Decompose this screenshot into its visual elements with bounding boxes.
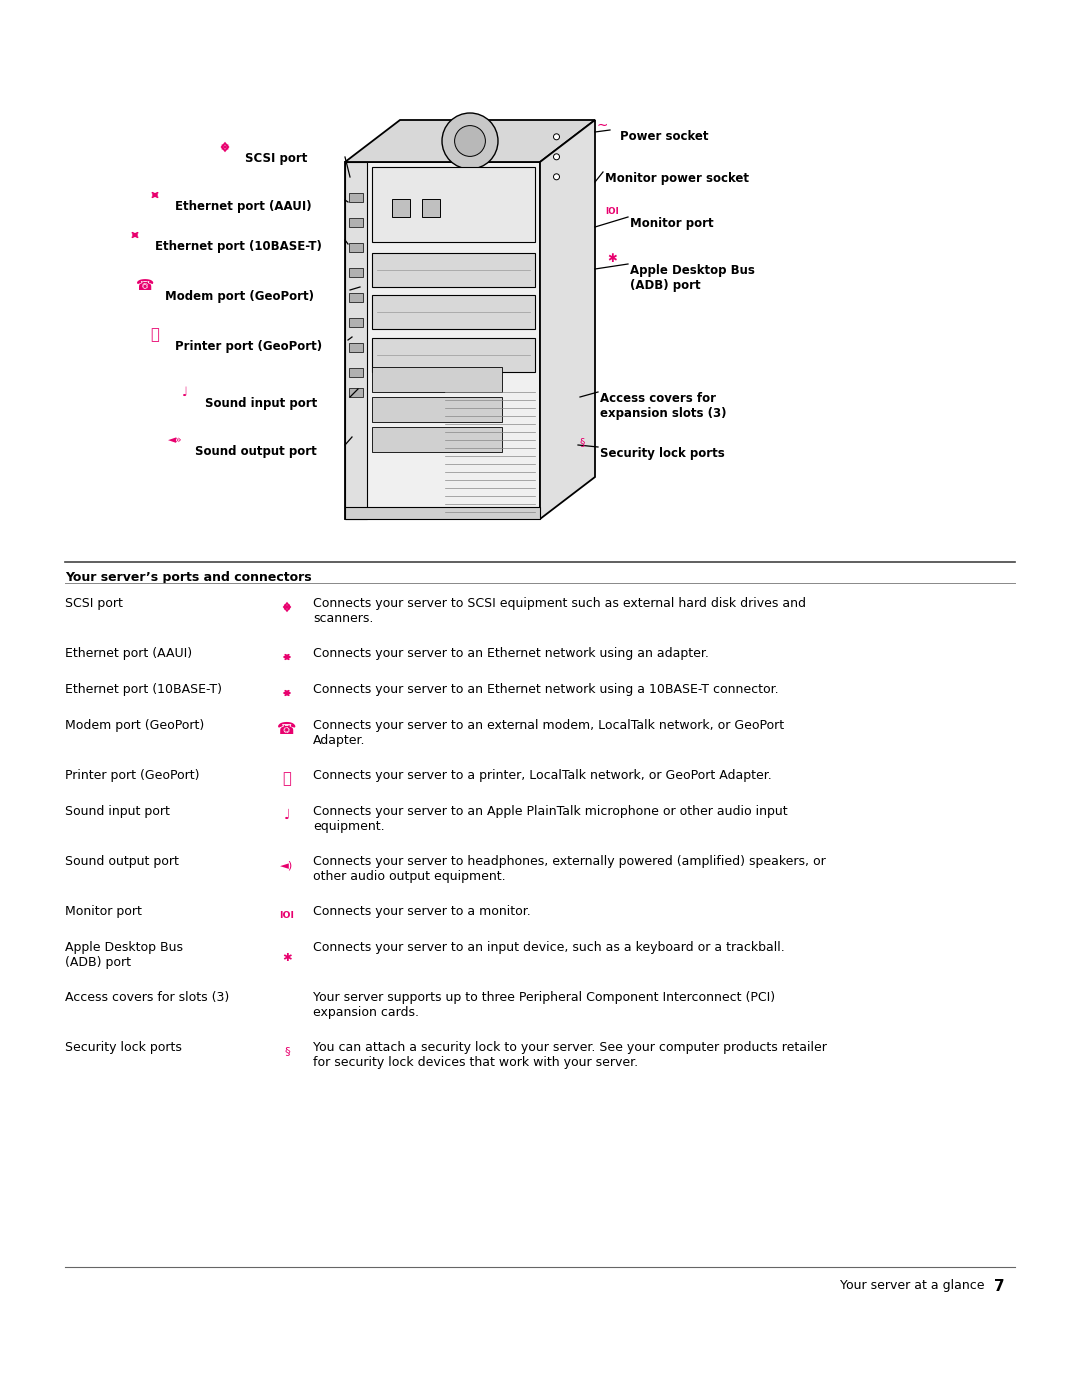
- Bar: [372, 168, 535, 242]
- Text: Apple Desktop Bus
(ADB) port: Apple Desktop Bus (ADB) port: [65, 942, 183, 970]
- Text: Connects your server to a monitor.: Connects your server to a monitor.: [313, 905, 530, 918]
- Bar: [349, 193, 363, 203]
- Text: Apple Desktop Bus
(ADB) port: Apple Desktop Bus (ADB) port: [630, 264, 755, 292]
- Text: Connects your server to an input device, such as a keyboard or a trackball.: Connects your server to an input device,…: [313, 942, 785, 954]
- Bar: [349, 319, 363, 327]
- Text: IOI: IOI: [605, 208, 619, 217]
- Text: ◄): ◄): [281, 861, 294, 870]
- Circle shape: [554, 154, 559, 159]
- Text: ⎙: ⎙: [283, 771, 292, 787]
- Text: §: §: [284, 1046, 289, 1056]
- Text: 7: 7: [995, 1280, 1005, 1294]
- Bar: [349, 268, 363, 277]
- Text: ∼: ∼: [596, 117, 608, 131]
- Text: Monitor port: Monitor port: [65, 905, 141, 918]
- Text: ♩: ♩: [284, 807, 291, 821]
- Text: Connects your server to SCSI equipment such as external hard disk drives and
sca: Connects your server to SCSI equipment s…: [313, 597, 806, 624]
- Bar: [372, 367, 502, 393]
- Text: Your server at a glance: Your server at a glance: [840, 1280, 985, 1292]
- Text: §: §: [579, 437, 584, 447]
- Circle shape: [554, 173, 559, 180]
- Text: Connects your server to an Ethernet network using an adapter.: Connects your server to an Ethernet netw…: [313, 647, 708, 659]
- Text: ✱: ✱: [607, 253, 617, 265]
- Bar: [372, 338, 535, 372]
- Circle shape: [442, 113, 498, 169]
- Text: ♩: ♩: [183, 386, 188, 398]
- Bar: [345, 162, 367, 520]
- Bar: [392, 198, 410, 217]
- Text: SCSI port: SCSI port: [65, 597, 123, 610]
- Text: Your server’s ports and connectors: Your server’s ports and connectors: [65, 571, 312, 584]
- Polygon shape: [345, 120, 595, 162]
- Text: Connects your server to an Ethernet network using a 10BASE-T connector.: Connects your server to an Ethernet netw…: [313, 683, 779, 696]
- Bar: [349, 344, 363, 352]
- Text: ✱: ✱: [282, 953, 292, 963]
- Text: Connects your server to an external modem, LocalTalk network, or GeoPort
Adapter: Connects your server to an external mode…: [313, 719, 784, 747]
- Circle shape: [455, 126, 485, 156]
- Bar: [422, 198, 440, 217]
- Text: Access covers for
expansion slots (3): Access covers for expansion slots (3): [600, 393, 727, 420]
- Bar: [349, 367, 363, 377]
- Bar: [349, 388, 363, 397]
- Text: Printer port (GeoPort): Printer port (GeoPort): [65, 768, 200, 782]
- Text: ☎: ☎: [136, 278, 154, 292]
- Text: Connects your server to a printer, LocalTalk network, or GeoPort Adapter.: Connects your server to a printer, Local…: [313, 768, 772, 782]
- Text: Sound input port: Sound input port: [65, 805, 170, 819]
- Polygon shape: [540, 120, 595, 520]
- Text: Security lock ports: Security lock ports: [600, 447, 725, 460]
- Text: IOI: IOI: [280, 911, 295, 919]
- Text: Security lock ports: Security lock ports: [65, 1041, 181, 1053]
- Text: Monitor port: Monitor port: [630, 217, 714, 231]
- Text: ◄»: ◄»: [167, 434, 183, 446]
- Bar: [349, 243, 363, 251]
- Text: Modem port (GeoPort): Modem port (GeoPort): [165, 291, 314, 303]
- Text: Monitor power socket: Monitor power socket: [605, 172, 750, 184]
- Bar: [345, 507, 540, 520]
- Text: Sound input port: Sound input port: [205, 397, 318, 409]
- Text: ☎: ☎: [278, 721, 297, 736]
- Text: Modem port (GeoPort): Modem port (GeoPort): [65, 719, 204, 732]
- Text: SCSI port: SCSI port: [245, 152, 308, 165]
- Text: Access covers for slots (3): Access covers for slots (3): [65, 990, 229, 1004]
- Text: Ethernet port (10BASE-T): Ethernet port (10BASE-T): [65, 683, 222, 696]
- Text: Ethernet port (AAUI): Ethernet port (AAUI): [175, 200, 312, 212]
- Bar: [349, 293, 363, 302]
- Text: Power socket: Power socket: [620, 130, 708, 142]
- Polygon shape: [345, 162, 540, 520]
- Text: You can attach a security lock to your server. See your computer products retail: You can attach a security lock to your s…: [313, 1041, 827, 1069]
- Text: Sound output port: Sound output port: [195, 446, 316, 458]
- Text: Sound output port: Sound output port: [65, 855, 179, 868]
- Bar: [372, 295, 535, 330]
- Text: ⎙: ⎙: [150, 327, 160, 342]
- Bar: [349, 218, 363, 226]
- Circle shape: [554, 134, 559, 140]
- Bar: [372, 253, 535, 286]
- Text: Printer port (GeoPort): Printer port (GeoPort): [175, 339, 322, 353]
- Bar: [372, 397, 502, 422]
- Text: Connects your server to an Apple PlainTalk microphone or other audio input
equip: Connects your server to an Apple PlainTa…: [313, 805, 787, 833]
- Text: Connects your server to headphones, externally powered (amplified) speakers, or
: Connects your server to headphones, exte…: [313, 855, 826, 883]
- Text: Ethernet port (AAUI): Ethernet port (AAUI): [65, 647, 192, 659]
- Text: Ethernet port (10BASE-T): Ethernet port (10BASE-T): [156, 240, 322, 253]
- Text: Your server supports up to three Peripheral Component Interconnect (PCI)
expansi: Your server supports up to three Periphe…: [313, 990, 775, 1018]
- Bar: [372, 427, 502, 453]
